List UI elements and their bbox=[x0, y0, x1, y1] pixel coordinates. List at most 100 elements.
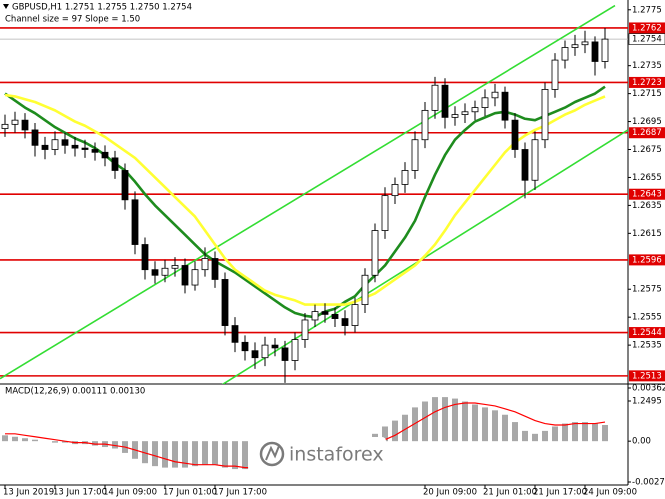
macd-bar bbox=[422, 401, 428, 442]
candle-body bbox=[281, 347, 289, 361]
y-tick-label: 1.2695 bbox=[632, 117, 662, 127]
x-tick-label: 17 Jun 17:00 bbox=[213, 488, 267, 498]
macd-bar bbox=[532, 433, 538, 442]
macd-bar bbox=[472, 404, 478, 442]
level-label: 1.2596 bbox=[632, 255, 662, 265]
level-label: 1.2544 bbox=[632, 328, 662, 338]
moving-average bbox=[4, 93, 606, 306]
macd-bar bbox=[162, 441, 168, 468]
level-label-box bbox=[629, 22, 665, 34]
macd-bar bbox=[232, 441, 238, 470]
candle-body bbox=[561, 47, 569, 61]
candle-body bbox=[251, 350, 259, 359]
candle-body bbox=[101, 151, 109, 159]
candle-body bbox=[501, 91, 509, 121]
candle-body bbox=[351, 304, 359, 326]
candle-body bbox=[31, 129, 39, 146]
macd-bar bbox=[92, 441, 98, 446]
y-tick-label: 1.2655 bbox=[632, 173, 662, 183]
candle-body bbox=[181, 265, 189, 286]
candle-body bbox=[191, 269, 199, 286]
y-tick-label: 1.2675 bbox=[632, 145, 662, 155]
macd-bar bbox=[182, 441, 188, 468]
macd-bar bbox=[32, 439, 38, 442]
candle-body bbox=[451, 114, 459, 118]
chart-subtitle: Channel size = 97 Slope = 1.50 bbox=[5, 15, 140, 25]
macd-bar bbox=[552, 426, 558, 442]
macd-bar bbox=[572, 422, 578, 442]
candle-body bbox=[171, 265, 179, 269]
candle-body bbox=[481, 97, 489, 108]
macd-bar bbox=[502, 414, 508, 442]
macd-bar bbox=[432, 397, 438, 442]
watermark-text: instaforex bbox=[289, 444, 384, 466]
level-label-box bbox=[629, 188, 665, 200]
macd-bar bbox=[542, 430, 548, 442]
watermark-logo bbox=[259, 441, 285, 467]
y-tick-label: -0.00278 bbox=[632, 478, 665, 488]
candle-body bbox=[91, 149, 99, 153]
candle-body bbox=[471, 107, 479, 113]
macd-bar bbox=[202, 441, 208, 465]
last-price-box bbox=[628, 33, 665, 45]
macd-bar bbox=[12, 436, 18, 442]
macd-bar bbox=[2, 435, 8, 442]
y-tick-label: 1.2635 bbox=[632, 201, 662, 211]
candle-body bbox=[1, 123, 9, 129]
x-tick-label: 14 Jun 09:00 bbox=[103, 488, 157, 498]
candle-body bbox=[111, 157, 119, 171]
macd-bar bbox=[22, 438, 28, 442]
macd-bar bbox=[52, 441, 58, 443]
trend-line bbox=[0, 4, 616, 380]
candle-body bbox=[121, 170, 129, 201]
candle-body bbox=[61, 139, 69, 146]
candle-body bbox=[271, 344, 279, 349]
candle-body bbox=[361, 274, 369, 306]
candle-body bbox=[341, 318, 349, 326]
y-tick-label: 1.2495 bbox=[632, 397, 662, 407]
candle-body bbox=[411, 139, 419, 171]
candle-body bbox=[301, 319, 309, 340]
candle-body bbox=[571, 44, 579, 48]
candle-body bbox=[151, 269, 159, 276]
macd-title: MACD(12,26,9) 0.00111 0.00130 bbox=[5, 387, 145, 397]
y-tick-label: 1.2575 bbox=[632, 285, 662, 295]
plot-area bbox=[0, 4, 628, 384]
candle-body bbox=[371, 230, 379, 276]
macd-bar bbox=[492, 410, 498, 442]
candle-body bbox=[161, 267, 169, 276]
candle-body bbox=[71, 144, 79, 149]
level-label-box bbox=[629, 127, 665, 139]
candle-body bbox=[261, 344, 269, 359]
candle-body bbox=[141, 244, 149, 271]
watermark-logo-mark bbox=[265, 445, 280, 461]
level-label-box bbox=[629, 370, 665, 382]
x-tick-label: 21 Jun 01:00 bbox=[483, 488, 537, 498]
macd-bar bbox=[462, 401, 468, 442]
candle-body bbox=[391, 184, 399, 197]
macd-bar bbox=[402, 414, 408, 442]
candle-body bbox=[511, 119, 519, 150]
macd-bar bbox=[112, 441, 118, 449]
level-label: 1.2643 bbox=[632, 190, 662, 200]
candle-body bbox=[531, 139, 539, 181]
candle-body bbox=[11, 119, 19, 125]
candle-body bbox=[521, 149, 529, 181]
candle-body bbox=[401, 170, 409, 185]
macd-bar bbox=[522, 430, 528, 442]
y-tick-label: 0.00362 bbox=[632, 384, 665, 394]
macd-bar bbox=[392, 420, 398, 442]
x-tick-label: 13 Jun 17:00 bbox=[53, 488, 107, 498]
candle-body bbox=[291, 339, 299, 361]
macd-bar bbox=[442, 397, 448, 442]
candle-body bbox=[441, 84, 449, 118]
macd-bar bbox=[412, 407, 418, 442]
macd-bar bbox=[452, 398, 458, 442]
level-label: 1.2723 bbox=[632, 78, 662, 88]
level-label-box bbox=[629, 254, 665, 266]
level-label: 1.2687 bbox=[632, 128, 662, 138]
candle-body bbox=[231, 325, 239, 343]
candle-body bbox=[221, 279, 229, 326]
candle-body bbox=[51, 139, 59, 150]
